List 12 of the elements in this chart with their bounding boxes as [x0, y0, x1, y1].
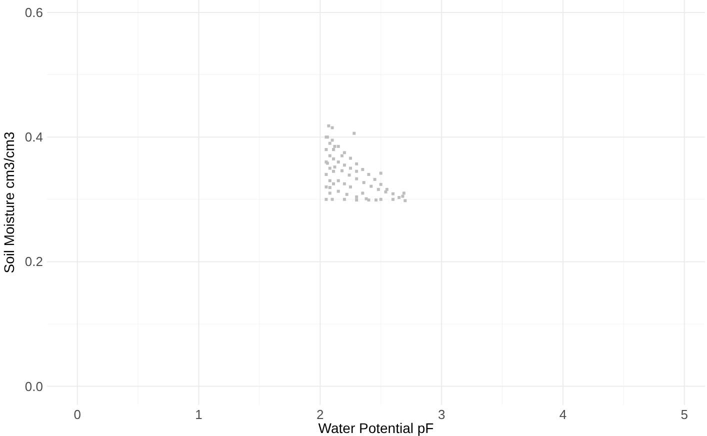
x-tick-label: 1: [195, 407, 202, 422]
x-tick-label: 4: [559, 407, 567, 422]
y-tick-label: 0.6: [24, 4, 43, 20]
y-tick-label: 0.2: [24, 254, 43, 270]
x-tick-label: 5: [680, 407, 688, 422]
y-tick-label: 0.0: [24, 378, 43, 394]
y-axis-title: Soil Moisture cm3/cm3: [1, 131, 17, 274]
x-tick-label: 2: [316, 407, 324, 422]
x-tick-label: 3: [438, 407, 446, 422]
x-axis-title: Water Potential pF: [318, 420, 434, 436]
x-tick-label: 0: [74, 407, 81, 422]
y-tick-label: 0.4: [24, 130, 43, 145]
